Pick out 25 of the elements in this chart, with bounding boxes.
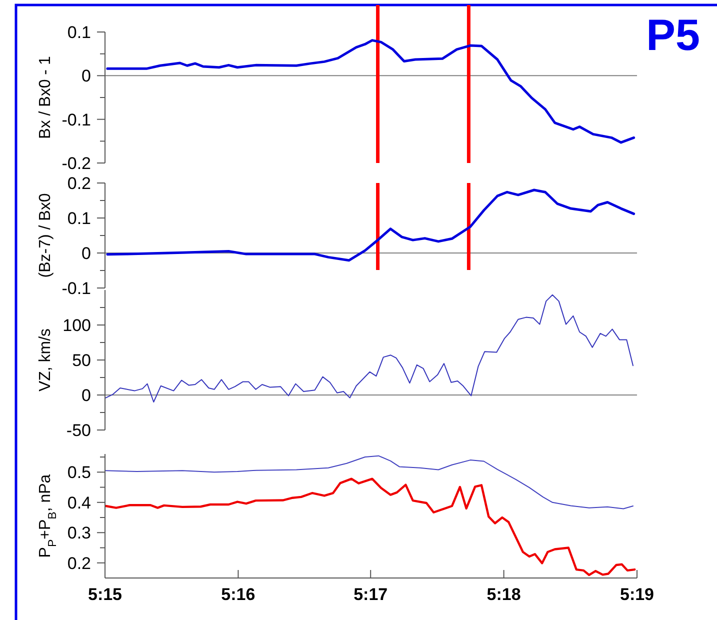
x-tick-label: 5:18: [486, 585, 521, 604]
y-tick-label: -0.1: [62, 110, 91, 130]
x-tick-label: 5:17: [354, 585, 388, 604]
y-tick-label: 0: [82, 244, 91, 263]
y-axis-title: (Bz-7) / Bx0: [37, 193, 54, 278]
y-tick-label: 0.4: [67, 493, 91, 512]
y-tick-label: 0.5: [67, 463, 91, 482]
x-tick-label: 5:19: [620, 585, 654, 604]
y-tick-label: 0: [82, 386, 91, 405]
y-tick-label: 0.1: [67, 22, 91, 42]
x-tick-label: 5:15: [88, 585, 122, 604]
y-tick-label: 0.2: [67, 174, 91, 193]
y-tick-label: -0.2: [62, 154, 91, 173]
x-tick-label: 5:16: [221, 585, 256, 604]
y-tick-label: 0: [82, 66, 91, 86]
y-tick-label: 50: [72, 350, 91, 370]
y-axis-title: Bx / Bx0 - 1: [37, 56, 54, 139]
y-tick-label: -0.1: [62, 278, 91, 298]
y-tick-label: 0.1: [67, 208, 91, 228]
y-tick-label: 0.2: [67, 554, 91, 573]
y-tick-label: 0.3: [67, 524, 91, 543]
y-tick-label: 100: [62, 316, 91, 335]
y-tick-label: -50: [66, 420, 91, 440]
y-axis-title: VZ, km/s: [37, 328, 54, 392]
text: P5: [646, 11, 700, 60]
